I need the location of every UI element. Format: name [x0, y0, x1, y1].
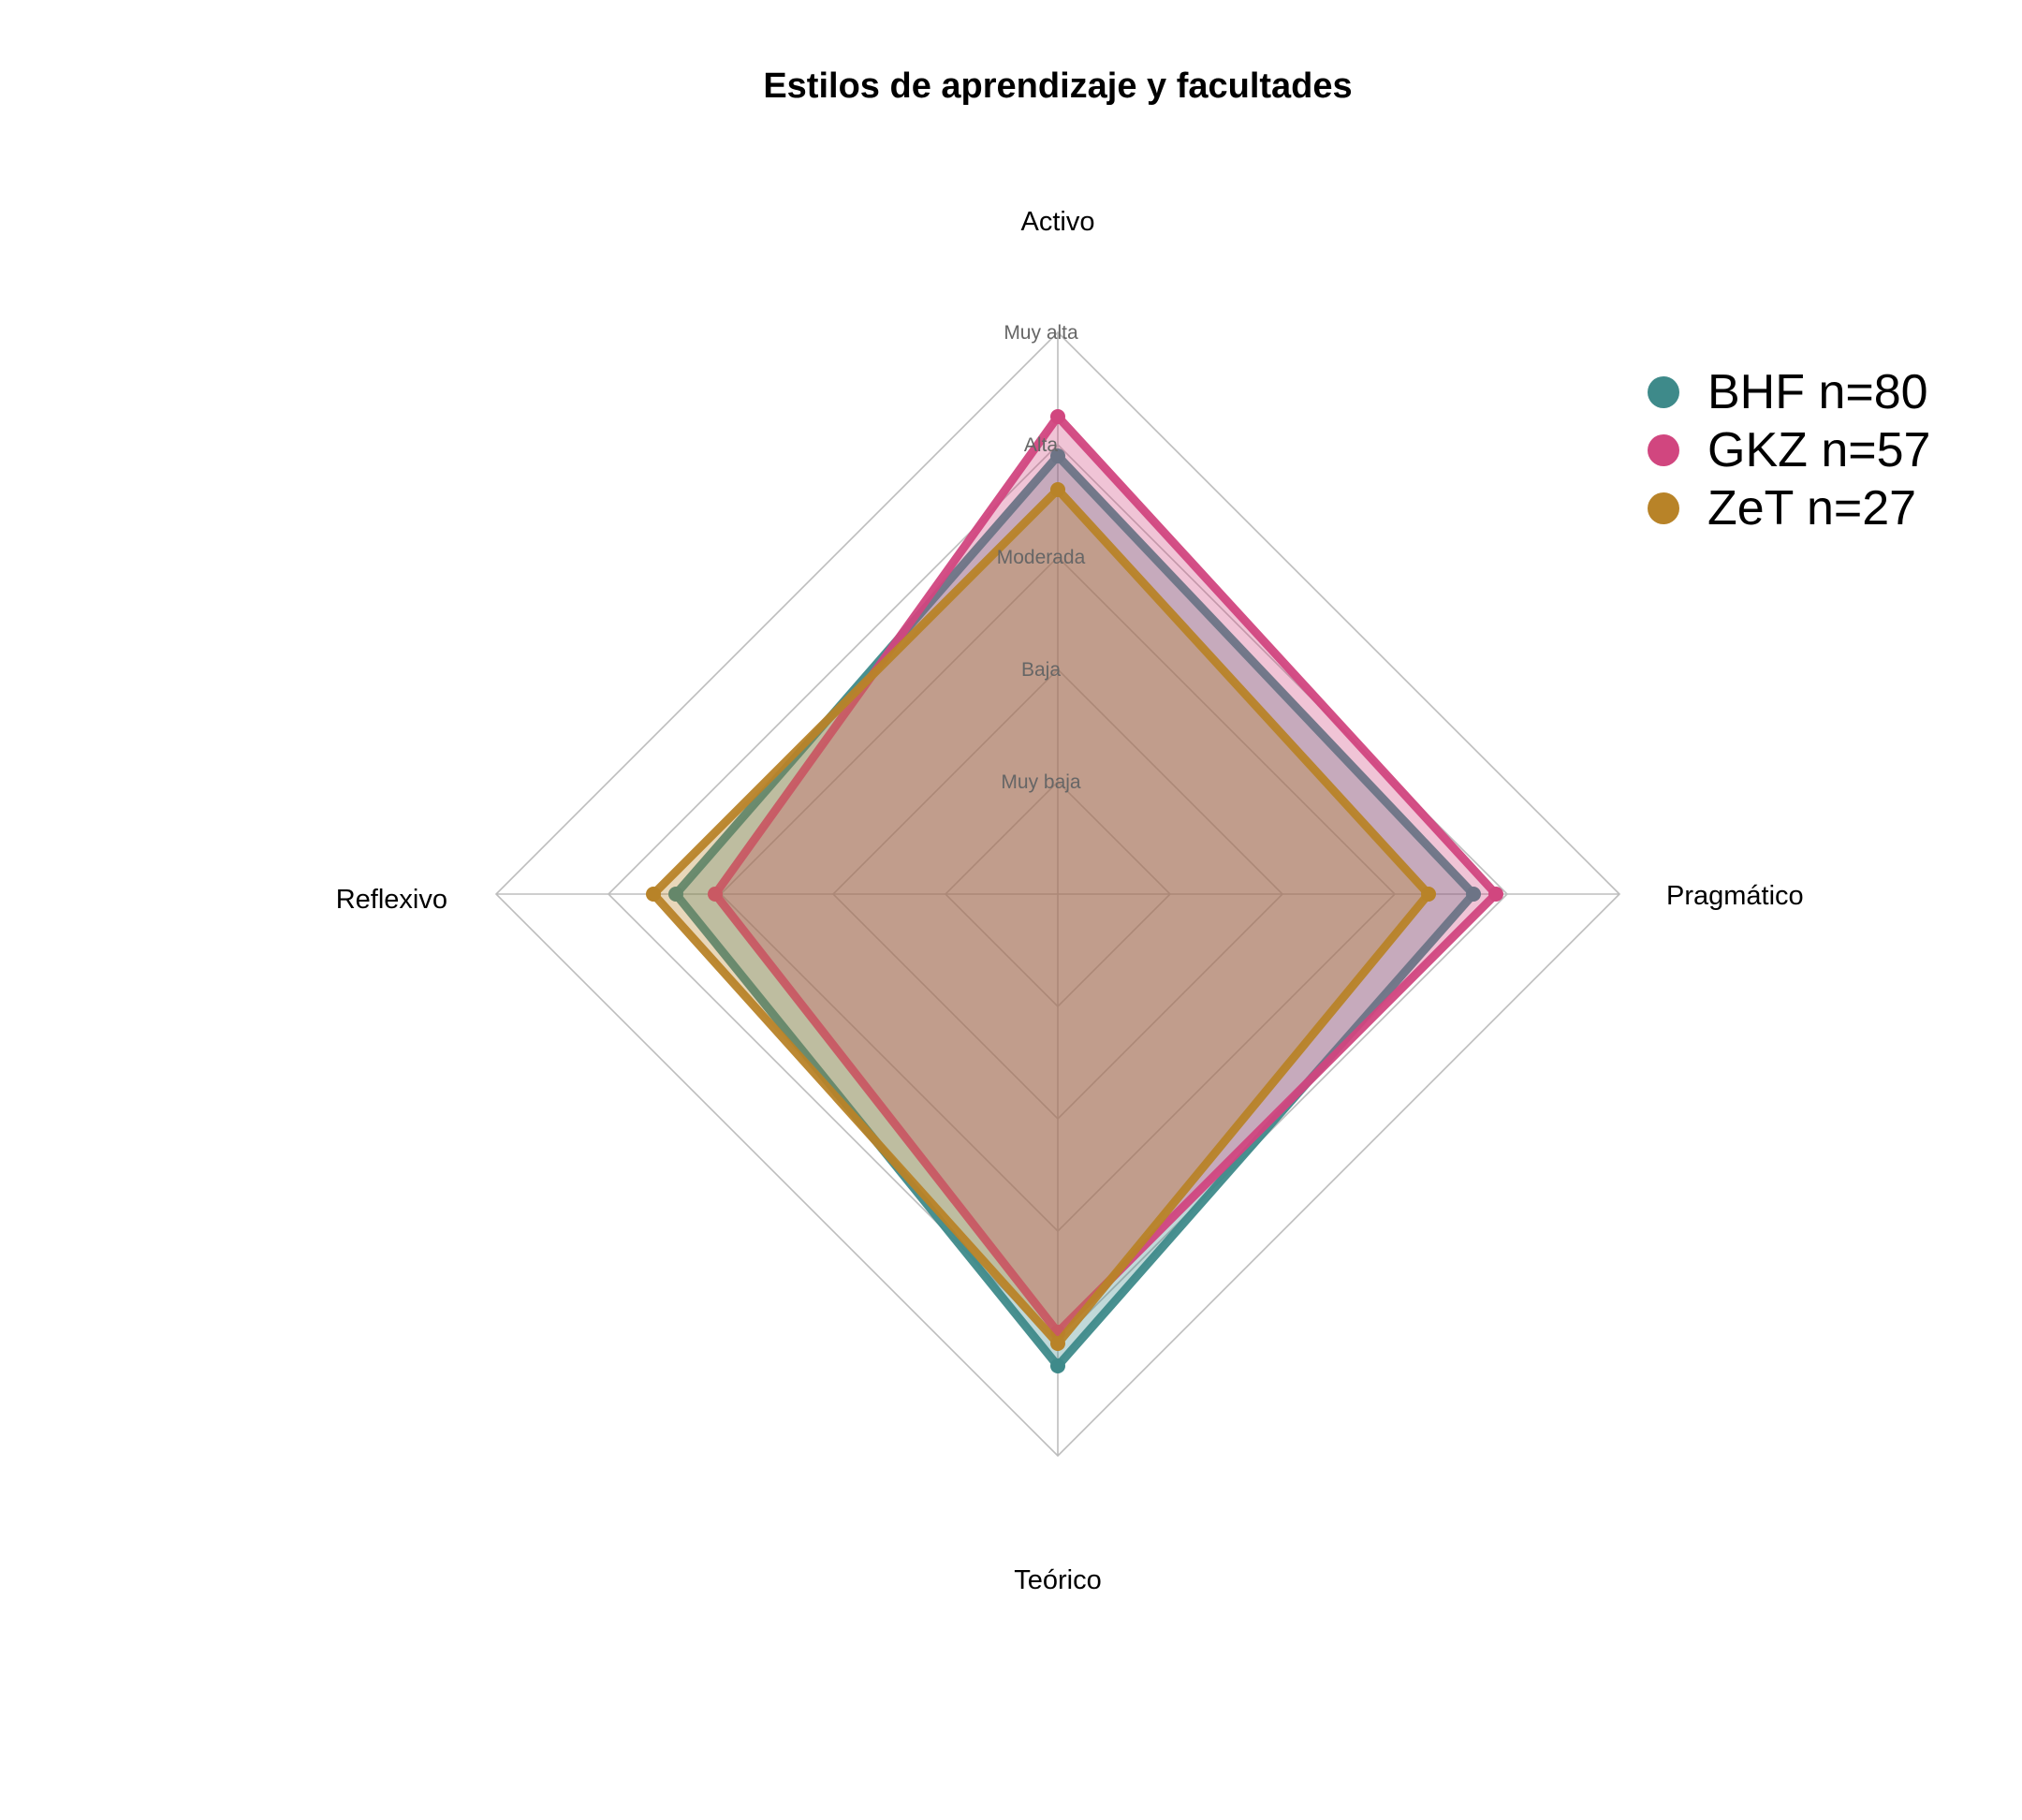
- legend-item-bhf: BHF n=80: [1648, 363, 1930, 421]
- data-point-gkz-activo: [1050, 409, 1065, 424]
- legend-label-bhf: BHF n=80: [1707, 365, 1928, 419]
- axis-label-reflexivo: Reflexivo: [336, 885, 447, 915]
- data-point-gkz-reflexivo: [708, 887, 723, 902]
- legend: BHF n=80 GKZ n=57 ZeT n=27: [1648, 363, 1930, 537]
- legend-marker-zet: [1648, 492, 1679, 524]
- legend-marker-gkz: [1648, 434, 1679, 466]
- data-point-bhf-activo: [1050, 448, 1065, 463]
- chart-title: Estilos de aprendizaje y facultades: [763, 66, 1352, 106]
- legend-marker-bhf: [1648, 376, 1679, 408]
- data-point-bhf-reflexivo: [668, 887, 683, 902]
- data-point-zet-pragmatico: [1421, 887, 1436, 902]
- data-point-gkz-pragmatico: [1488, 887, 1503, 902]
- level-label-baja: Baja: [1021, 659, 1061, 681]
- label-layer: Muy baja Baja Moderada Alta Muy alta Activo Pr…: [336, 207, 1804, 1595]
- data-point-zet-teorico: [1050, 1336, 1065, 1351]
- legend-item-gkz: GKZ n=57: [1648, 421, 1930, 479]
- data-point-zet-reflexivo: [646, 887, 661, 902]
- level-label-alta: Alta: [1024, 434, 1059, 456]
- level-label-muy-baja: Muy baja: [1001, 771, 1081, 793]
- legend-label-zet: ZeT n=27: [1707, 481, 1917, 536]
- data-point-bhf-pragmatico: [1466, 887, 1481, 902]
- legend-item-zet: ZeT n=27: [1648, 479, 1930, 537]
- legend-label-gkz: GKZ n=57: [1707, 423, 1931, 477]
- axis-label-pragmatico: Pragmático: [1666, 881, 1804, 911]
- axis-label-activo: Activo: [1021, 207, 1095, 237]
- data-point-zet-activo: [1050, 482, 1065, 497]
- level-label-muy-alta: Muy alta: [1004, 322, 1078, 344]
- series-layer: [646, 409, 1503, 1373]
- series-area-zet: [649, 485, 1433, 1348]
- data-point-bhf-teorico: [1050, 1358, 1065, 1373]
- level-label-moderada: Moderada: [997, 547, 1086, 568]
- axis-label-teorico: Teórico: [1014, 1565, 1102, 1595]
